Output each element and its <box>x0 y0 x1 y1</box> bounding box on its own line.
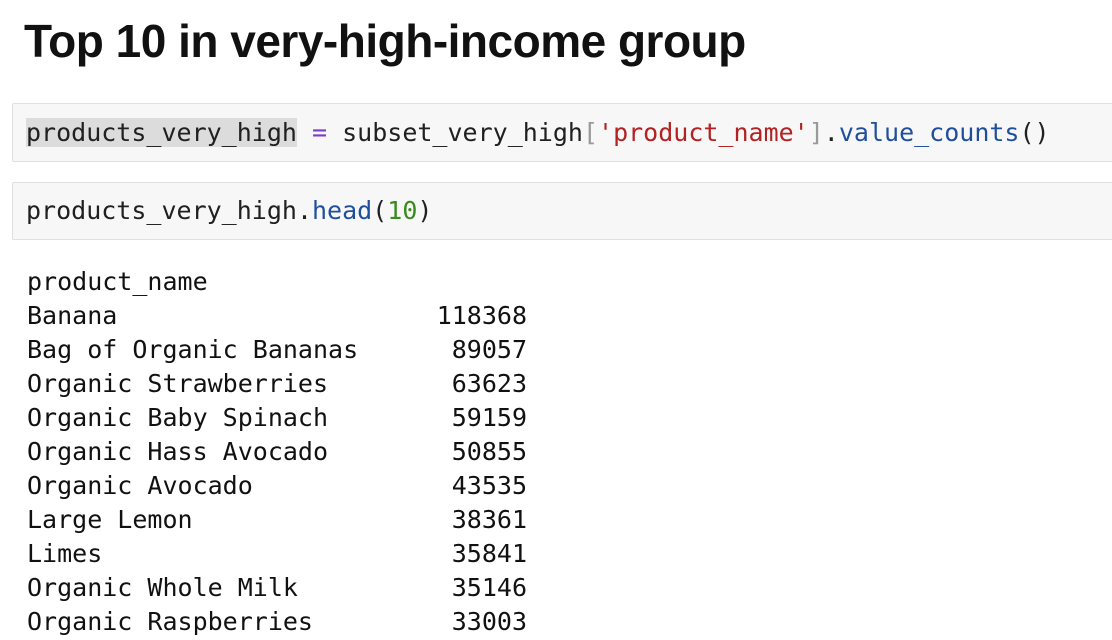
output-row: Organic Raspberries 33003 <box>27 605 527 639</box>
product-count: 59159 <box>451 403 527 432</box>
product-count: 38361 <box>451 505 527 534</box>
output-index-name: product_name <box>27 267 208 296</box>
product-count: 63623 <box>451 369 527 398</box>
product-count: 33003 <box>451 607 527 636</box>
product-count: 89057 <box>451 335 527 364</box>
variable-name: products_very_high <box>26 118 297 147</box>
section-heading: Top 10 in very-high-income group <box>24 15 746 67</box>
output-row: Organic Hass Avocado 50855 <box>27 435 527 469</box>
open-paren: ( <box>372 196 388 225</box>
numeric-argument: 10 <box>387 196 418 225</box>
output-row: Organic Baby Spinach 59159 <box>27 401 527 435</box>
output-row: Bag of Organic Bananas 89057 <box>27 333 527 367</box>
code-cell-head[interactable]: products_very_high.head(10) <box>12 182 1112 240</box>
open-bracket: [ <box>582 118 599 147</box>
product-name: Organic Whole Milk <box>27 573 298 602</box>
product-count: 50855 <box>451 437 527 466</box>
output-row: Organic Strawberries 63623 <box>27 367 527 401</box>
output-rows: Banana 118368 Bag of Organic Bananas 89057 O… <box>27 299 527 639</box>
output-row: Organic Whole Milk 35146 <box>27 571 527 605</box>
product-count: 118368 <box>436 301 527 330</box>
product-count: 43535 <box>451 471 527 500</box>
close-paren: ) <box>417 196 433 225</box>
output-row: Banana 118368 <box>27 299 527 333</box>
product-count: 35146 <box>451 573 527 602</box>
product-count: 35841 <box>451 539 527 568</box>
product-name: Limes <box>27 539 103 568</box>
output-row: Organic Avocado 43535 <box>27 469 527 503</box>
code-line: products_very_high.head(10) <box>26 196 432 226</box>
output-row: Limes 35841 <box>27 537 527 571</box>
column-key-string: 'product_name' <box>598 118 809 147</box>
product-name: Banana <box>27 301 118 330</box>
dot: . <box>296 196 312 225</box>
product-name: Organic Raspberries <box>27 607 313 636</box>
product-name: Organic Avocado <box>27 471 253 500</box>
call-parens: () <box>1019 118 1050 147</box>
method-name: value_counts <box>838 118 1020 147</box>
code-line: products_very_high = subset_very_high['p… <box>26 118 1050 148</box>
product-name: Bag of Organic Bananas <box>27 335 359 364</box>
product-name: Organic Baby Spinach <box>27 403 329 432</box>
product-name: Organic Hass Avocado <box>27 437 329 466</box>
assign-operator: = <box>312 118 328 147</box>
method-name: head <box>312 196 373 225</box>
object-name: products_very_high <box>26 196 297 225</box>
close-bracket: ] <box>808 118 824 147</box>
code-cell-value-counts[interactable]: products_very_high = subset_very_high['p… <box>12 103 1112 162</box>
object-name: subset_very_high <box>342 118 583 147</box>
product-name: Large Lemon <box>27 505 193 534</box>
output-row: Large Lemon 38361 <box>27 503 527 537</box>
cell-output: product_name Banana 118368 Bag of Organic … <box>27 265 527 639</box>
dot: . <box>823 118 839 147</box>
product-name: Organic Strawberries <box>27 369 329 398</box>
